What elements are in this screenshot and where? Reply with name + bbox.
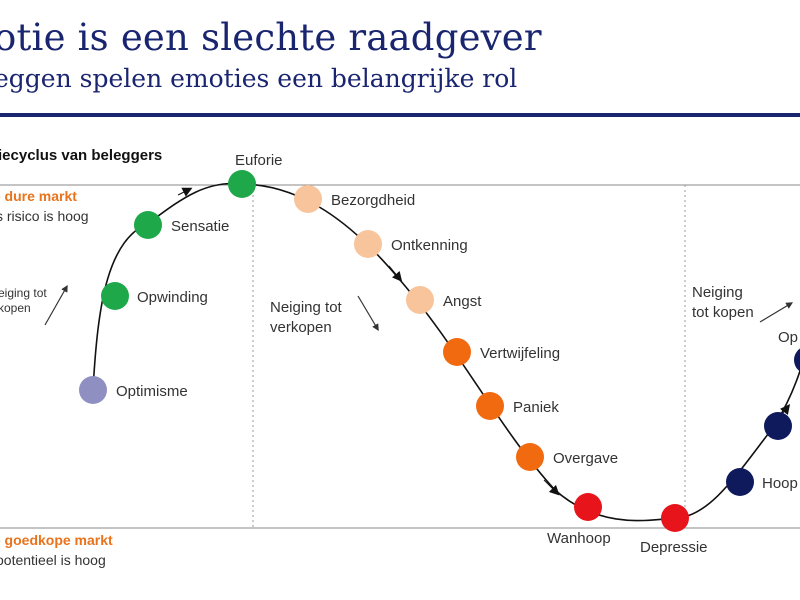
stage-label-euforie: Euforie [235, 152, 283, 169]
bottom-zone-label: - goedkope markt [0, 532, 113, 548]
stage-dot-wanhoop [574, 493, 602, 521]
stage-dot-ontkenning [354, 230, 382, 258]
stage-dot-edge [794, 348, 800, 372]
stage-label-depressie: Depressie [640, 539, 708, 556]
stage-label-vertwijfeling: Vertwijfeling [480, 345, 560, 362]
stage-label-opwinding: Opwinding [137, 289, 208, 306]
cycle-heading: iecyclus van beleggers [0, 147, 162, 164]
stage-dot-vertwijfeling [443, 338, 471, 366]
tendency-buy-left-line2: kopen [0, 301, 31, 315]
tendency-buy-right-line1: Neiging [692, 284, 743, 301]
stage-dot-bezorgdheid [294, 185, 322, 213]
top-zone-label: - dure markt [0, 188, 77, 204]
tendency-sell-line2: verkopen [270, 319, 332, 336]
stage-label-optimisme: Optimisme [116, 383, 188, 400]
stage-dot-optimisme [79, 376, 107, 404]
stage-dot-op [764, 412, 792, 440]
stage-label-sensatie: Sensatie [171, 218, 229, 235]
curve-arrow-2 [177, 187, 193, 197]
top-zone-sublabel: s risico is hoog [0, 208, 89, 224]
tendency-arrow-buy-right [759, 302, 794, 323]
stage-dot-paniek [476, 392, 504, 420]
stage-dot-depressie [661, 504, 689, 532]
stage-label-hoop: Hoop [762, 475, 798, 492]
stage-dot-angst [406, 286, 434, 314]
page-subtitle: eggen spelen emoties een belangrijke rol [0, 64, 518, 93]
stage-dot-hoop [726, 468, 754, 496]
stage-label-wanhoop: Wanhoop [547, 530, 611, 547]
stage-label-op: Op [778, 329, 798, 346]
tendency-arrow-buy-left [44, 284, 68, 326]
stage-label-paniek: Paniek [513, 399, 559, 416]
tendency-sell-line1: Neiging tot [270, 299, 343, 316]
curve-arrow-4 [543, 479, 560, 496]
stage-label-angst: Angst [443, 293, 482, 310]
tendency-buy-left-line1: eiging tot [0, 286, 47, 300]
title-underline [0, 113, 800, 117]
curve-arrow-3 [388, 265, 403, 282]
stage-dot-sensatie [134, 211, 162, 239]
bottom-zone-sublabel: ootentieel is hoog [0, 552, 106, 568]
tendency-buy-right-line2: tot kopen [692, 304, 754, 321]
tendency-arrow-sell [357, 295, 379, 332]
stage-label-ontkenning: Ontkenning [391, 237, 468, 254]
stage-dot-euforie [228, 170, 256, 198]
stage-label-overgave: Overgave [553, 450, 618, 467]
stage-dot-overgave [516, 443, 544, 471]
stage-label-bezorgdheid: Bezorgdheid [331, 192, 415, 209]
page-title: otie is een slechte raadgever [0, 16, 542, 59]
stage-dot-opwinding [101, 282, 129, 310]
